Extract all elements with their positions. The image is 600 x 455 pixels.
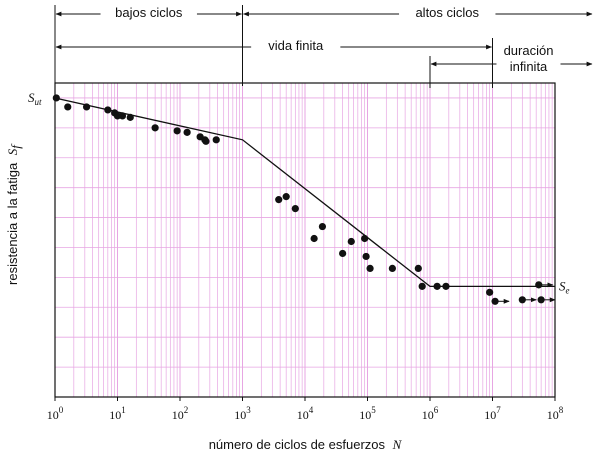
y-axis-label-text: resistencia a la fatiga	[5, 162, 20, 285]
data-point	[433, 282, 441, 290]
data-point	[212, 136, 220, 144]
infinite-life-label-line1: duración	[504, 43, 554, 58]
data-point	[442, 282, 450, 290]
low-cycle-label: bajos ciclos	[115, 5, 183, 20]
fit-line	[54, 97, 555, 288]
x-tick-label: 106	[422, 405, 439, 422]
x-tick-label: 108	[547, 405, 564, 422]
x-tick-label: 102	[172, 405, 189, 422]
cycle-regions: bajos ciclos altos ciclos vida finita durac…	[54, 4, 593, 88]
x-tick-base: 10	[172, 408, 184, 422]
sut-label: Sut	[28, 90, 42, 107]
high-cycle-label: altos ciclos	[415, 5, 479, 20]
x-tick-base: 10	[47, 408, 59, 422]
x-tick-label: 101	[109, 405, 126, 422]
x-tick-label: 105	[359, 405, 376, 422]
data-point	[361, 234, 369, 243]
data-point	[339, 249, 347, 258]
x-tick-exponent: 1	[121, 405, 126, 415]
data-point	[151, 124, 159, 132]
x-axis-label-symbol: N	[392, 437, 403, 452]
se-label: Se	[559, 278, 570, 295]
data-point	[310, 234, 318, 243]
data-point	[362, 252, 370, 261]
data-point	[183, 128, 191, 136]
data-point	[486, 288, 494, 296]
data-point	[52, 94, 60, 102]
x-tick-exponent: 2	[184, 405, 189, 415]
data-point	[366, 264, 374, 273]
sut-main: S	[28, 90, 35, 105]
x-tick-exponent: 6	[434, 405, 439, 415]
x-tick-exponent: 8	[559, 405, 564, 415]
x-tick-exponent: 3	[246, 405, 251, 415]
data-point	[282, 193, 290, 201]
data-point	[318, 222, 327, 231]
x-tick-labels: 100 101 102 103 104 105 106 107 108	[47, 397, 564, 422]
finite-life-label-bg	[251, 37, 341, 54]
data-point	[388, 264, 396, 273]
high-cycle-label-bg	[399, 4, 496, 21]
data-point	[104, 106, 112, 114]
x-axis-label: número de ciclos de esfuerzos N	[209, 437, 403, 452]
x-tick-label: 104	[297, 405, 314, 422]
data-point	[275, 196, 283, 204]
x-tick-base: 10	[547, 408, 559, 422]
data-point	[173, 127, 181, 135]
x-tick-exponent: 4	[309, 405, 314, 415]
low-cycle-label-bg	[100, 4, 197, 21]
x-tick-exponent: 0	[59, 405, 64, 415]
runout-point	[537, 296, 545, 304]
finite-life-label: vida finita	[268, 38, 324, 53]
x-tick-base: 10	[359, 408, 371, 422]
data-point	[202, 137, 210, 145]
infinite-life-label-line2: infinita	[510, 59, 548, 74]
data-point	[291, 205, 299, 213]
x-tick-base: 10	[484, 408, 496, 422]
x-tick-base: 10	[109, 408, 121, 422]
y-axis-label-sub: f	[8, 143, 23, 149]
data-point	[113, 112, 122, 120]
x-tick-exponent: 7	[496, 405, 501, 415]
runout-point	[491, 297, 499, 305]
data-point	[347, 237, 355, 246]
data-point	[64, 103, 72, 111]
infinite-life-label-bg	[496, 43, 561, 75]
data-point	[414, 264, 422, 273]
data-point	[126, 113, 134, 121]
runout-point	[535, 281, 543, 289]
data-point	[118, 112, 127, 120]
data-points	[52, 94, 556, 305]
data-point	[82, 103, 91, 111]
se-main: S	[559, 278, 566, 293]
x-tick-base: 10	[234, 408, 246, 422]
x-tick-base: 10	[422, 408, 434, 422]
x-tick-label: 107	[484, 405, 501, 422]
runout-point	[518, 296, 526, 304]
sut-sub: ut	[35, 97, 43, 107]
se-sub: e	[566, 285, 570, 295]
y-axis-label: resistencia a la fatiga Sf	[5, 143, 23, 285]
data-point	[418, 282, 426, 290]
x-tick-label: 100	[47, 405, 64, 422]
grid	[55, 83, 555, 397]
x-tick-exponent: 5	[371, 405, 376, 415]
x-axis-label-text: número de ciclos de esfuerzos	[209, 437, 386, 452]
y-axis-label-symbol: S	[5, 148, 20, 155]
x-tick-base: 10	[297, 408, 309, 422]
x-tick-label: 103	[234, 405, 251, 422]
